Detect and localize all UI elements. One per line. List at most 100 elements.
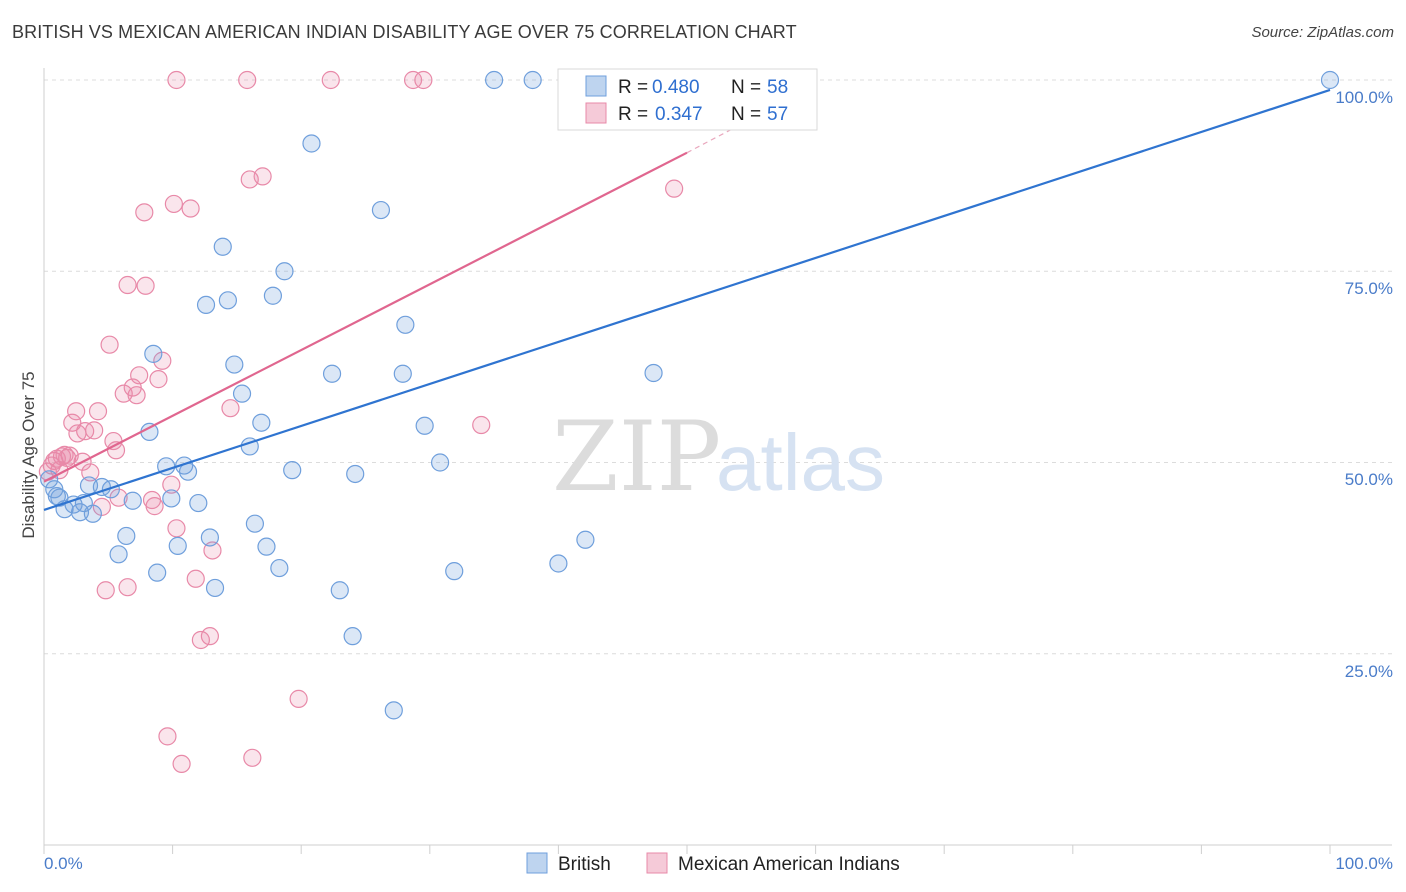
- mexican-point-9: [63, 413, 82, 432]
- mexican-point-17: [92, 497, 111, 516]
- mexican-point-37: [164, 194, 183, 214]
- mexican-trend-line: [43, 151, 688, 483]
- british-point-25: [213, 237, 232, 256]
- british-point-47: [430, 453, 450, 472]
- watermark: ZIP atlas: [552, 401, 885, 513]
- mexican-point-7: [58, 448, 77, 468]
- mexican-point-29: [135, 203, 154, 222]
- mexican-point-46: [221, 399, 240, 418]
- british-point-53: [644, 363, 663, 383]
- british-point-21: [189, 493, 208, 513]
- x-tick-label-100: 100.0%: [1335, 854, 1393, 873]
- british-point-52: [576, 530, 595, 549]
- mexican-point-16: [88, 402, 108, 421]
- legend-n-british: 58: [767, 77, 788, 98]
- british-point-39: [330, 581, 349, 600]
- british-point-36: [283, 461, 302, 480]
- british-point-28: [232, 384, 252, 403]
- legend-r-mexican: 0.347: [655, 104, 703, 125]
- mexican-points: [38, 70, 684, 774]
- british-point-51: [549, 554, 568, 573]
- mexican-point-10: [67, 402, 86, 421]
- mexican-point-55: [472, 415, 491, 435]
- legend-n-mexican: 57: [767, 104, 788, 125]
- british-point-18: [168, 536, 187, 555]
- british-point-45: [396, 315, 415, 334]
- british-point-55: [1320, 70, 1340, 90]
- british-point-48: [445, 562, 464, 581]
- mexican-point-6: [55, 445, 74, 464]
- british-point-15: [148, 563, 167, 582]
- legend-r-label-mexican: R =: [618, 104, 648, 125]
- mexican-point-51: [289, 689, 308, 708]
- y-tick-label-75: 75.0%: [1345, 279, 1393, 298]
- mexican-point-32: [145, 497, 164, 516]
- british-point-41: [346, 464, 365, 484]
- y-tick-label-25: 25.0%: [1345, 662, 1393, 681]
- british-point-14: [144, 344, 163, 363]
- mexican-point-41: [181, 199, 200, 218]
- british-point-42: [371, 200, 391, 220]
- british-point-11: [109, 545, 128, 564]
- british-point-30: [245, 514, 265, 533]
- y-tick-label-100: 100.0%: [1335, 88, 1393, 107]
- mexican-point-42: [186, 569, 205, 588]
- british-point-12: [123, 491, 142, 510]
- series-legend: British Mexican American Indians: [526, 852, 900, 875]
- mexican-point-54: [414, 70, 433, 90]
- legend-n-label-british: N =: [731, 77, 761, 98]
- british-point-31: [252, 413, 271, 432]
- british-point-23: [200, 528, 219, 547]
- source-credit: Source: ZipAtlas.com: [1251, 24, 1394, 41]
- mexican-point-50: [253, 167, 272, 186]
- correlation-legend: R = 0.480 N = 58 R = 0.347 N = 57: [557, 68, 818, 131]
- mexican-point-18: [96, 581, 115, 600]
- grid-lines: [44, 79, 1392, 655]
- british-point-22: [196, 295, 216, 315]
- british-point-24: [205, 578, 225, 598]
- british-point-38: [322, 364, 342, 383]
- mexican-point-15: [85, 421, 104, 440]
- british-point-44: [393, 364, 412, 383]
- british-point-35: [275, 262, 294, 281]
- legend-swatch-british: [585, 75, 607, 97]
- axes: [43, 68, 1392, 854]
- british-point-32: [257, 537, 276, 556]
- british-point-43: [384, 701, 403, 720]
- british-point-46: [415, 416, 434, 435]
- chart-title: BRITISH VS MEXICAN AMERICAN INDIAN DISAB…: [12, 22, 797, 42]
- mexican-point-14: [81, 463, 100, 482]
- mexican-point-53: [403, 70, 423, 90]
- british-point-34: [270, 558, 289, 578]
- mexican-point-47: [238, 70, 257, 90]
- british-point-33: [263, 286, 283, 305]
- british-trend-line: [43, 88, 1331, 511]
- mexican-point-56: [665, 179, 684, 198]
- british-point-9: [101, 480, 120, 499]
- mexican-point-35: [158, 727, 177, 746]
- british-point-26: [218, 291, 237, 310]
- mexican-point-39: [167, 70, 186, 90]
- mexican-point-33: [149, 370, 168, 389]
- y-tick-label-50: 50.0%: [1345, 470, 1393, 489]
- legend-r-label-british: R =: [618, 77, 648, 98]
- british-point-37: [302, 134, 321, 153]
- mexican-point-52: [321, 70, 340, 90]
- british-points: [40, 70, 1340, 720]
- british-point-57: [47, 487, 66, 506]
- mexican-point-40: [172, 754, 191, 774]
- mexican-point-30: [136, 276, 155, 295]
- mexican-point-34: [153, 351, 172, 370]
- series-legend-british: British: [558, 854, 611, 875]
- series-legend-mexican: Mexican American Indians: [678, 854, 900, 875]
- british-point-10: [117, 526, 136, 546]
- legend-n-label-mexican: N =: [731, 104, 761, 125]
- mexican-point-27: [127, 386, 146, 405]
- mexican-point-44: [200, 627, 219, 646]
- british-point-17: [162, 489, 181, 508]
- mexican-point-49: [243, 748, 262, 767]
- mexican-point-43: [191, 630, 210, 650]
- y-axis-label: Disability Age Over 75: [19, 371, 38, 538]
- series-legend-swatch-british: [526, 852, 548, 874]
- british-point-49: [485, 70, 504, 90]
